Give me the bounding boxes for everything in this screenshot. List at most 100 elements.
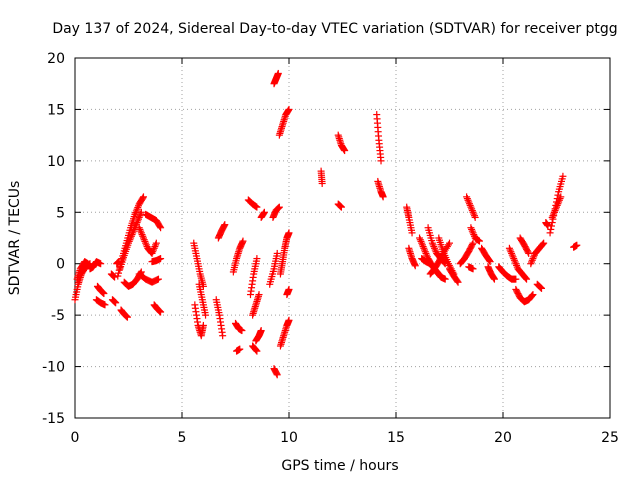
data-point	[429, 241, 437, 249]
data-point	[553, 203, 560, 211]
data-point	[132, 222, 140, 230]
data-point	[471, 213, 479, 221]
data-points	[71, 69, 581, 379]
data-point	[408, 229, 416, 237]
x-tick-label: 0	[71, 430, 80, 446]
data-point	[285, 229, 293, 237]
data-point	[136, 212, 144, 220]
data-point	[469, 239, 477, 247]
data-point	[469, 229, 477, 237]
data-point	[441, 275, 449, 283]
data-point	[521, 273, 529, 281]
data-point	[548, 213, 556, 221]
data-point	[411, 262, 419, 270]
data-point	[111, 273, 119, 281]
data-point	[419, 243, 427, 251]
data-point	[467, 224, 475, 232]
data-point	[154, 275, 162, 283]
data-point	[463, 193, 471, 201]
data-point	[446, 239, 453, 247]
data-point	[129, 229, 137, 237]
data-point	[557, 193, 565, 201]
data-point	[137, 227, 145, 235]
y-tick-label: -15	[42, 411, 65, 427]
x-tick-label: 5	[178, 430, 187, 446]
data-point	[551, 207, 559, 215]
data-point	[529, 291, 537, 299]
data-point	[470, 210, 478, 218]
data-point	[546, 229, 554, 237]
data-point	[550, 208, 558, 216]
data-point	[431, 244, 439, 252]
data-point	[430, 243, 438, 251]
data-point	[538, 284, 546, 292]
data-point	[275, 203, 283, 211]
data-point	[139, 234, 147, 242]
data-point	[552, 205, 560, 213]
data-point	[84, 260, 92, 268]
data-point	[236, 345, 244, 353]
data-point	[133, 205, 141, 213]
data-point	[126, 236, 134, 244]
data-point	[529, 255, 537, 263]
data-point	[157, 308, 165, 316]
data-point	[417, 237, 425, 245]
data-point	[454, 278, 462, 286]
data-point	[505, 244, 513, 252]
data-point	[466, 201, 474, 209]
data-point	[510, 255, 518, 263]
data-point	[528, 292, 536, 300]
data-point	[468, 241, 476, 249]
y-axis-label: SDTVAR / TECUs	[7, 181, 23, 296]
data-point	[156, 223, 164, 231]
data-point	[152, 241, 160, 249]
data-point	[512, 260, 520, 268]
data-point	[137, 208, 145, 216]
data-point	[138, 231, 146, 239]
data-point	[149, 248, 157, 256]
data-point	[434, 269, 442, 277]
data-point	[221, 221, 229, 229]
data-point	[134, 203, 142, 211]
data-point	[444, 241, 452, 249]
chart-title: Day 137 of 2024, Sidereal Day-to-day VTE…	[52, 21, 617, 37]
data-point	[101, 301, 109, 309]
data-point	[550, 210, 558, 218]
data-point	[139, 232, 147, 240]
x-tick-label: 25	[601, 430, 619, 446]
data-point	[285, 285, 293, 293]
data-point	[273, 249, 281, 257]
data-point	[467, 203, 475, 211]
data-point	[469, 265, 477, 273]
data-point	[139, 194, 147, 202]
data-point	[530, 253, 538, 261]
data-point	[202, 311, 210, 319]
data-point	[379, 193, 387, 201]
data-point	[134, 217, 142, 225]
data-point	[125, 237, 133, 245]
data-point	[142, 241, 150, 249]
x-tick-label: 10	[280, 430, 298, 446]
data-point	[150, 244, 158, 252]
data-point	[470, 231, 478, 239]
data-point	[257, 327, 265, 335]
data-point	[537, 284, 545, 292]
data-point	[468, 225, 476, 233]
data-point	[135, 213, 143, 221]
data-point	[559, 172, 567, 180]
data-point	[123, 313, 131, 321]
data-point	[465, 200, 473, 208]
data-point	[553, 201, 561, 209]
data-point	[136, 225, 144, 233]
data-point	[525, 249, 533, 257]
data-point	[274, 69, 282, 77]
data-point	[539, 240, 547, 248]
data-point	[431, 246, 439, 254]
y-tick-label: -10	[42, 360, 65, 376]
data-point	[253, 203, 261, 211]
data-point	[337, 203, 345, 211]
x-tick-label: 20	[494, 430, 512, 446]
data-point	[420, 244, 428, 252]
data-point	[285, 316, 293, 324]
data-point	[506, 246, 514, 254]
